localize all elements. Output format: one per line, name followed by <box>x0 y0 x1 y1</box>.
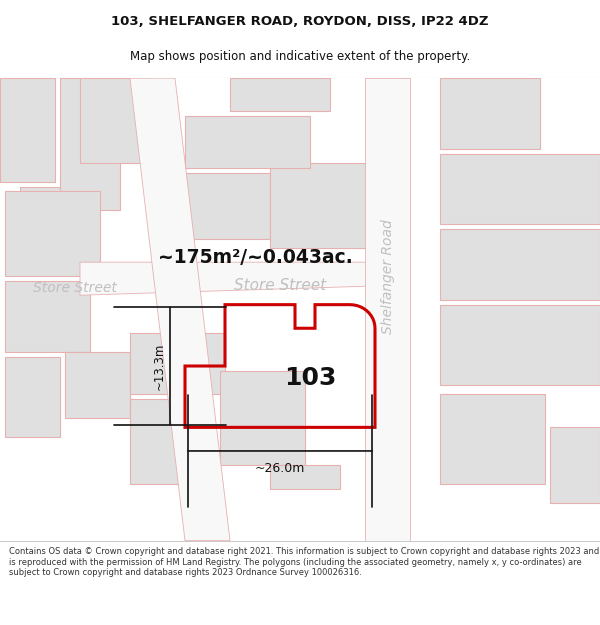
Polygon shape <box>130 399 210 484</box>
Polygon shape <box>80 262 380 295</box>
Polygon shape <box>60 78 120 210</box>
Polygon shape <box>440 154 600 224</box>
Text: 103, SHELFANGER ROAD, ROYDON, DISS, IP22 4DZ: 103, SHELFANGER ROAD, ROYDON, DISS, IP22… <box>111 16 489 28</box>
Polygon shape <box>185 116 310 168</box>
Polygon shape <box>130 78 230 541</box>
Text: ~13.3m: ~13.3m <box>153 342 166 390</box>
Polygon shape <box>130 333 225 394</box>
Polygon shape <box>270 465 340 489</box>
Polygon shape <box>5 191 100 276</box>
Text: Store Street: Store Street <box>234 278 326 293</box>
Text: Store Street: Store Street <box>33 281 117 294</box>
Text: Map shows position and indicative extent of the property.: Map shows position and indicative extent… <box>130 50 470 62</box>
Text: 103: 103 <box>284 366 336 390</box>
Text: Contains OS data © Crown copyright and database right 2021. This information is : Contains OS data © Crown copyright and d… <box>9 548 599 577</box>
Text: ~175m²/~0.043ac.: ~175m²/~0.043ac. <box>158 248 352 267</box>
Polygon shape <box>440 229 600 300</box>
Polygon shape <box>220 371 305 465</box>
Polygon shape <box>0 78 55 182</box>
Polygon shape <box>440 304 600 385</box>
Polygon shape <box>20 187 75 253</box>
Polygon shape <box>270 163 370 248</box>
Polygon shape <box>230 78 330 111</box>
Text: Shelfanger Road: Shelfanger Road <box>381 219 395 334</box>
Polygon shape <box>365 78 410 541</box>
Polygon shape <box>80 78 150 163</box>
Polygon shape <box>5 357 60 437</box>
Polygon shape <box>440 394 545 484</box>
Polygon shape <box>5 281 90 352</box>
Polygon shape <box>185 173 270 239</box>
Polygon shape <box>440 78 540 149</box>
Polygon shape <box>550 428 600 503</box>
Text: ~26.0m: ~26.0m <box>255 462 305 475</box>
Polygon shape <box>65 352 130 418</box>
